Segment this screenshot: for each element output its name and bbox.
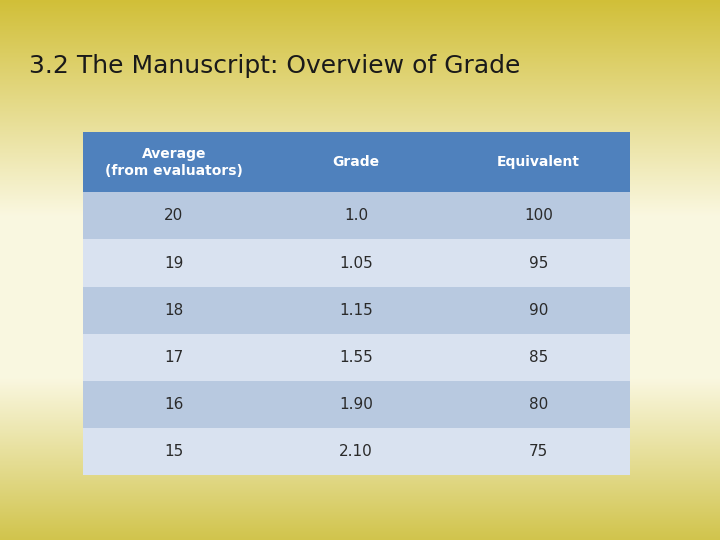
FancyBboxPatch shape	[265, 287, 447, 334]
FancyBboxPatch shape	[447, 192, 630, 239]
FancyBboxPatch shape	[83, 428, 265, 475]
FancyBboxPatch shape	[447, 287, 630, 334]
FancyBboxPatch shape	[265, 334, 447, 381]
FancyBboxPatch shape	[265, 132, 447, 192]
FancyBboxPatch shape	[447, 239, 630, 287]
FancyBboxPatch shape	[447, 381, 630, 428]
Text: 15: 15	[164, 444, 184, 459]
FancyBboxPatch shape	[265, 428, 447, 475]
FancyBboxPatch shape	[83, 287, 265, 334]
FancyBboxPatch shape	[447, 428, 630, 475]
Text: Average
(from evaluators): Average (from evaluators)	[105, 147, 243, 178]
Text: 1.15: 1.15	[339, 303, 373, 318]
Text: 1.05: 1.05	[339, 255, 373, 271]
Text: 1.0: 1.0	[344, 208, 368, 224]
Text: 90: 90	[529, 303, 549, 318]
Text: 17: 17	[164, 350, 184, 365]
FancyBboxPatch shape	[265, 381, 447, 428]
Text: 85: 85	[529, 350, 548, 365]
Text: Grade: Grade	[333, 156, 379, 170]
Text: 1.55: 1.55	[339, 350, 373, 365]
FancyBboxPatch shape	[83, 381, 265, 428]
Text: 80: 80	[529, 397, 548, 412]
FancyBboxPatch shape	[447, 334, 630, 381]
Text: 20: 20	[164, 208, 184, 224]
FancyBboxPatch shape	[83, 192, 265, 239]
Text: 3.2 The Manuscript: Overview of Grade: 3.2 The Manuscript: Overview of Grade	[29, 55, 520, 78]
FancyBboxPatch shape	[447, 132, 630, 192]
FancyBboxPatch shape	[83, 239, 265, 287]
FancyBboxPatch shape	[265, 192, 447, 239]
Text: 19: 19	[164, 255, 184, 271]
Text: Equivalent: Equivalent	[497, 156, 580, 170]
Text: 1.90: 1.90	[339, 397, 373, 412]
Text: 75: 75	[529, 444, 548, 459]
Text: 18: 18	[164, 303, 184, 318]
Text: 100: 100	[524, 208, 553, 224]
FancyBboxPatch shape	[83, 132, 265, 192]
FancyBboxPatch shape	[265, 239, 447, 287]
Text: 16: 16	[164, 397, 184, 412]
Text: 2.10: 2.10	[339, 444, 373, 459]
FancyBboxPatch shape	[83, 334, 265, 381]
Text: 95: 95	[529, 255, 549, 271]
